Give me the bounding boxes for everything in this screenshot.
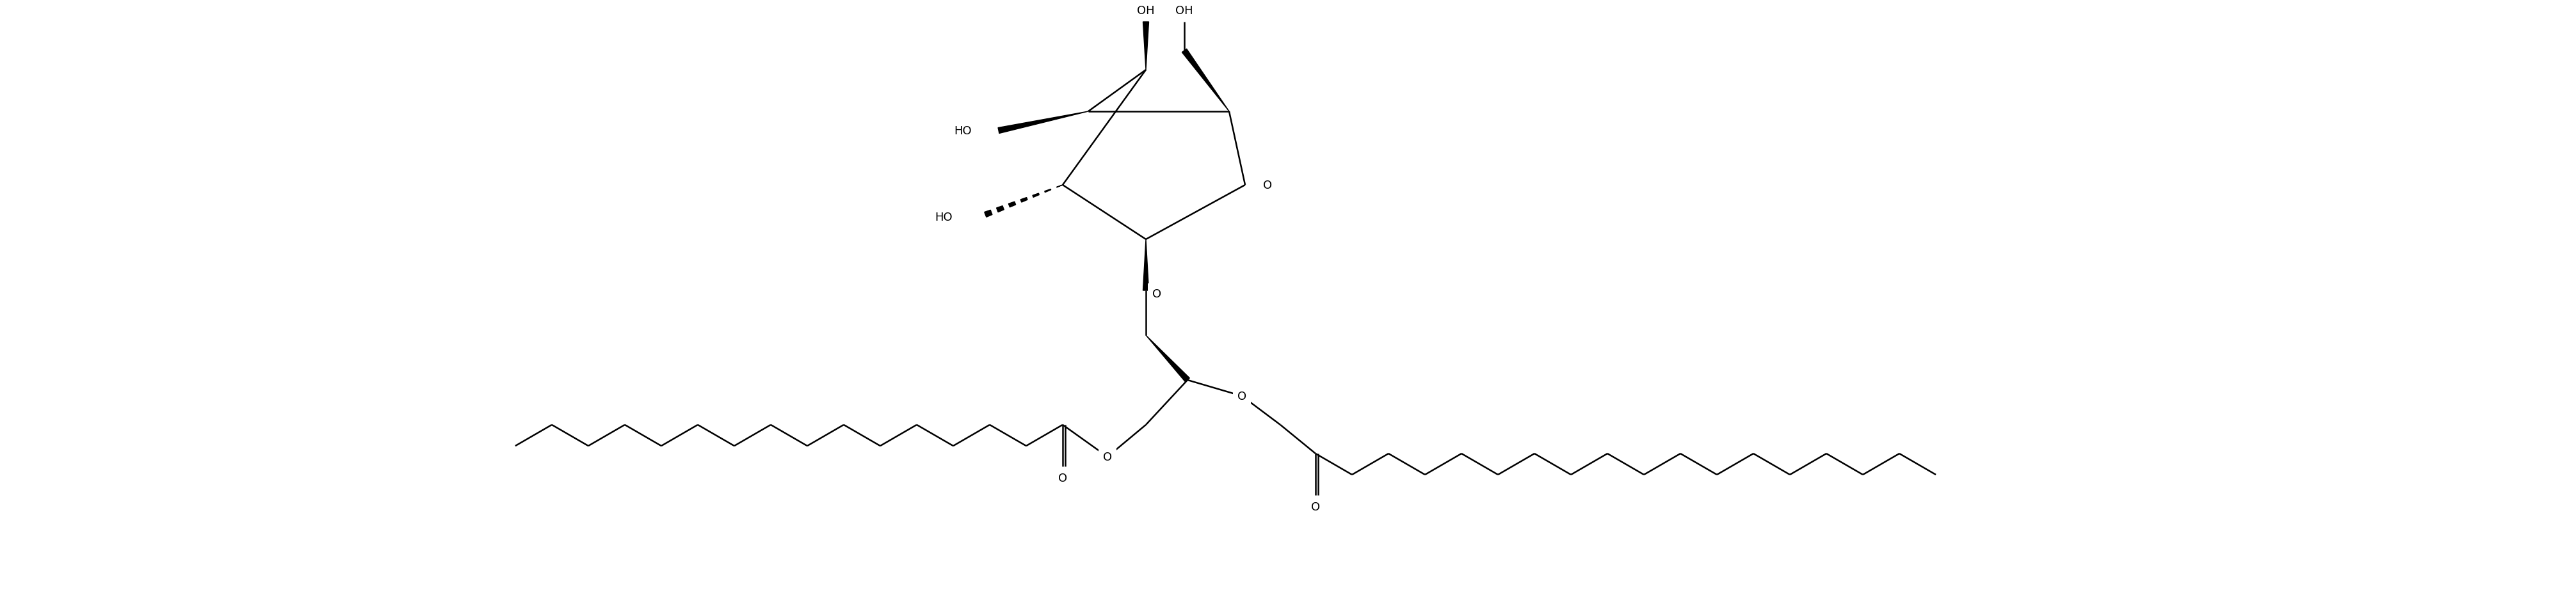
Polygon shape — [1056, 185, 1064, 188]
Text: O: O — [1262, 180, 1273, 191]
Polygon shape — [1144, 23, 1149, 71]
Polygon shape — [1033, 194, 1038, 197]
Text: O: O — [1311, 501, 1319, 512]
Text: O: O — [1059, 472, 1066, 484]
Polygon shape — [997, 112, 1087, 134]
Text: HO: HO — [953, 125, 971, 137]
Polygon shape — [1182, 49, 1229, 112]
Polygon shape — [1007, 202, 1015, 208]
Polygon shape — [984, 211, 992, 218]
Text: O: O — [1151, 288, 1162, 299]
Text: O: O — [1236, 390, 1247, 402]
Text: OH: OH — [1136, 5, 1154, 17]
Text: HO: HO — [935, 212, 953, 223]
Polygon shape — [1146, 336, 1190, 382]
Polygon shape — [1020, 198, 1028, 203]
Text: OH: OH — [1175, 5, 1193, 17]
Text: O: O — [1103, 451, 1113, 463]
Polygon shape — [1144, 240, 1149, 291]
Polygon shape — [1046, 190, 1051, 193]
Polygon shape — [997, 206, 1005, 212]
